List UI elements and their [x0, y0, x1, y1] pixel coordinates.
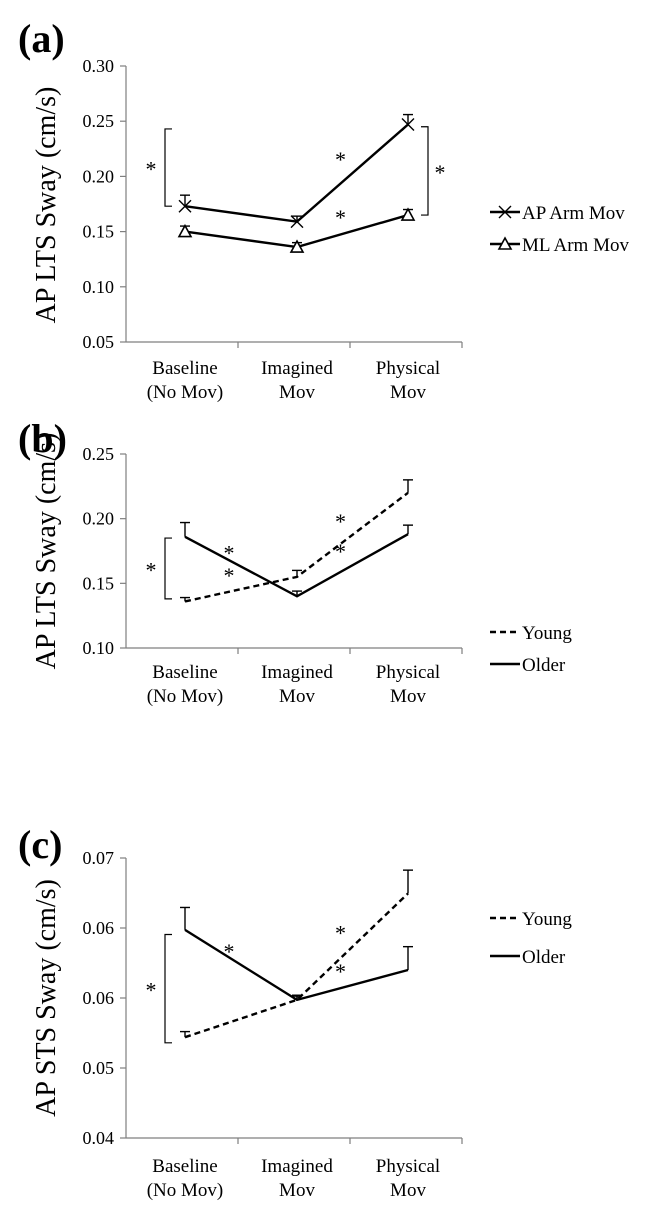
legend-label: Older — [522, 947, 566, 968]
data-point — [177, 223, 193, 238]
chart-panel-c: (c) AP STS Sway (cm/s) 0.04 0.05 0.06 0.06 0.0… — [18, 822, 572, 1201]
y-axis-label: AP LTS Sway (cm/s) — [31, 87, 62, 324]
significance-star: * — [335, 509, 346, 534]
x-tick-label-line: Imagined — [261, 1156, 333, 1177]
x-tick-label-line: Physical — [376, 358, 440, 379]
series-line — [184, 892, 409, 1039]
x-tick-label-line: Baseline — [152, 1156, 217, 1177]
significance-star: * — [335, 147, 346, 172]
x-tick-label-line: Mov — [390, 1180, 426, 1201]
legend-label: AP Arm Mov — [522, 203, 625, 224]
significance-star: * — [224, 939, 235, 964]
legend-label: ML Arm Mov — [522, 235, 629, 256]
significance-star: * — [146, 157, 157, 182]
y-tick-label: 0.10 — [83, 638, 115, 658]
data-point — [401, 118, 415, 132]
y-tick-label: 0.25 — [83, 111, 115, 131]
x-tick-label-line: (No Mov) — [147, 686, 224, 707]
x-tick-label-line: Mov — [279, 1180, 315, 1201]
chart-panel-a: (a) AP LTS Sway (cm/s) 0.05 0.10 0.15 0.20 0.2… — [18, 16, 629, 403]
legend-label: Young — [522, 909, 572, 930]
y-tick-label: 0.30 — [83, 56, 115, 76]
significance-star: * — [335, 921, 346, 946]
x-tick-label: Physical Mov — [376, 662, 440, 707]
data-point — [178, 199, 192, 213]
significance-star: * — [335, 205, 346, 230]
x-tick-label: Imagined Mov — [261, 662, 333, 707]
x-tick-label-line: Physical — [376, 662, 440, 683]
x-tick-label: Baseline (No Mov) — [147, 358, 224, 403]
x-tick-label-line: (No Mov) — [147, 1180, 224, 1201]
significance-star: * — [224, 563, 235, 588]
y-tick-label: 0.06 — [83, 988, 115, 1008]
legend-marker — [497, 236, 513, 250]
x-tick-label-line: Baseline — [152, 358, 217, 379]
y-tick-label: 0.04 — [83, 1128, 115, 1148]
significance-bracket — [164, 128, 172, 207]
x-tick-label: Baseline (No Mov) — [147, 1156, 224, 1201]
x-tick-label-line: Mov — [279, 382, 315, 403]
y-tick-label: 0.06 — [83, 918, 115, 938]
data-point — [289, 239, 305, 253]
significance-star: * — [146, 557, 157, 582]
x-tick-label: Baseline (No Mov) — [147, 662, 224, 707]
legend-label: Older — [522, 655, 566, 676]
y-tick-label: 0.25 — [83, 444, 115, 464]
x-tick-label-line: Physical — [376, 1156, 440, 1177]
y-tick-label: 0.20 — [83, 509, 115, 529]
significance-star: * — [146, 978, 157, 1003]
y-axis-label: AP STS Sway (cm/s) — [31, 879, 62, 1117]
y-tick-label: 0.05 — [83, 1058, 115, 1078]
y-tick-label: 0.15 — [83, 222, 115, 242]
significance-bracket — [164, 537, 172, 600]
x-tick-label-line: Baseline — [152, 662, 217, 683]
panel-label: (a) — [18, 16, 65, 61]
chart-panel-b: (b)AP LTS Sway (cm/s) 0.10 0.15 0.20 0.25 Bas… — [18, 416, 572, 707]
x-tick-label-line: Mov — [390, 686, 426, 707]
series-line — [184, 491, 409, 603]
data-point — [290, 215, 304, 229]
legend-marker — [498, 205, 512, 219]
y-tick-label: 0.20 — [83, 166, 115, 186]
series-line — [184, 928, 409, 1002]
legend-label: Young — [522, 623, 572, 644]
x-tick-label: Imagined Mov — [261, 358, 333, 403]
y-tick-label: 0.10 — [83, 277, 115, 297]
significance-bracket — [164, 933, 172, 1044]
significance-bracket — [421, 126, 429, 216]
x-tick-label: Physical Mov — [376, 358, 440, 403]
significance-star: * — [224, 541, 235, 566]
y-tick-label: 0.05 — [83, 332, 115, 352]
y-tick-label: 0.15 — [83, 573, 115, 593]
significance-star: * — [435, 160, 446, 185]
x-tick-label: Imagined Mov — [261, 1156, 333, 1201]
y-tick-label: 0.07 — [83, 848, 115, 868]
panel-label: (c) — [18, 822, 62, 867]
significance-star: * — [335, 539, 346, 564]
data-point — [400, 207, 416, 221]
x-tick-label-line: Mov — [390, 382, 426, 403]
x-tick-label-line: Mov — [279, 686, 315, 707]
series-line — [184, 123, 409, 223]
series-line — [184, 533, 409, 598]
x-tick-label: Physical Mov — [376, 1156, 440, 1201]
panel-label: (b) — [18, 416, 67, 461]
x-tick-label-line: Imagined — [261, 358, 333, 379]
y-axis-label: AP LTS Sway (cm/s) — [31, 433, 62, 670]
x-tick-label-line: (No Mov) — [147, 382, 224, 403]
x-tick-label-line: Imagined — [261, 662, 333, 683]
significance-star: * — [335, 959, 346, 984]
